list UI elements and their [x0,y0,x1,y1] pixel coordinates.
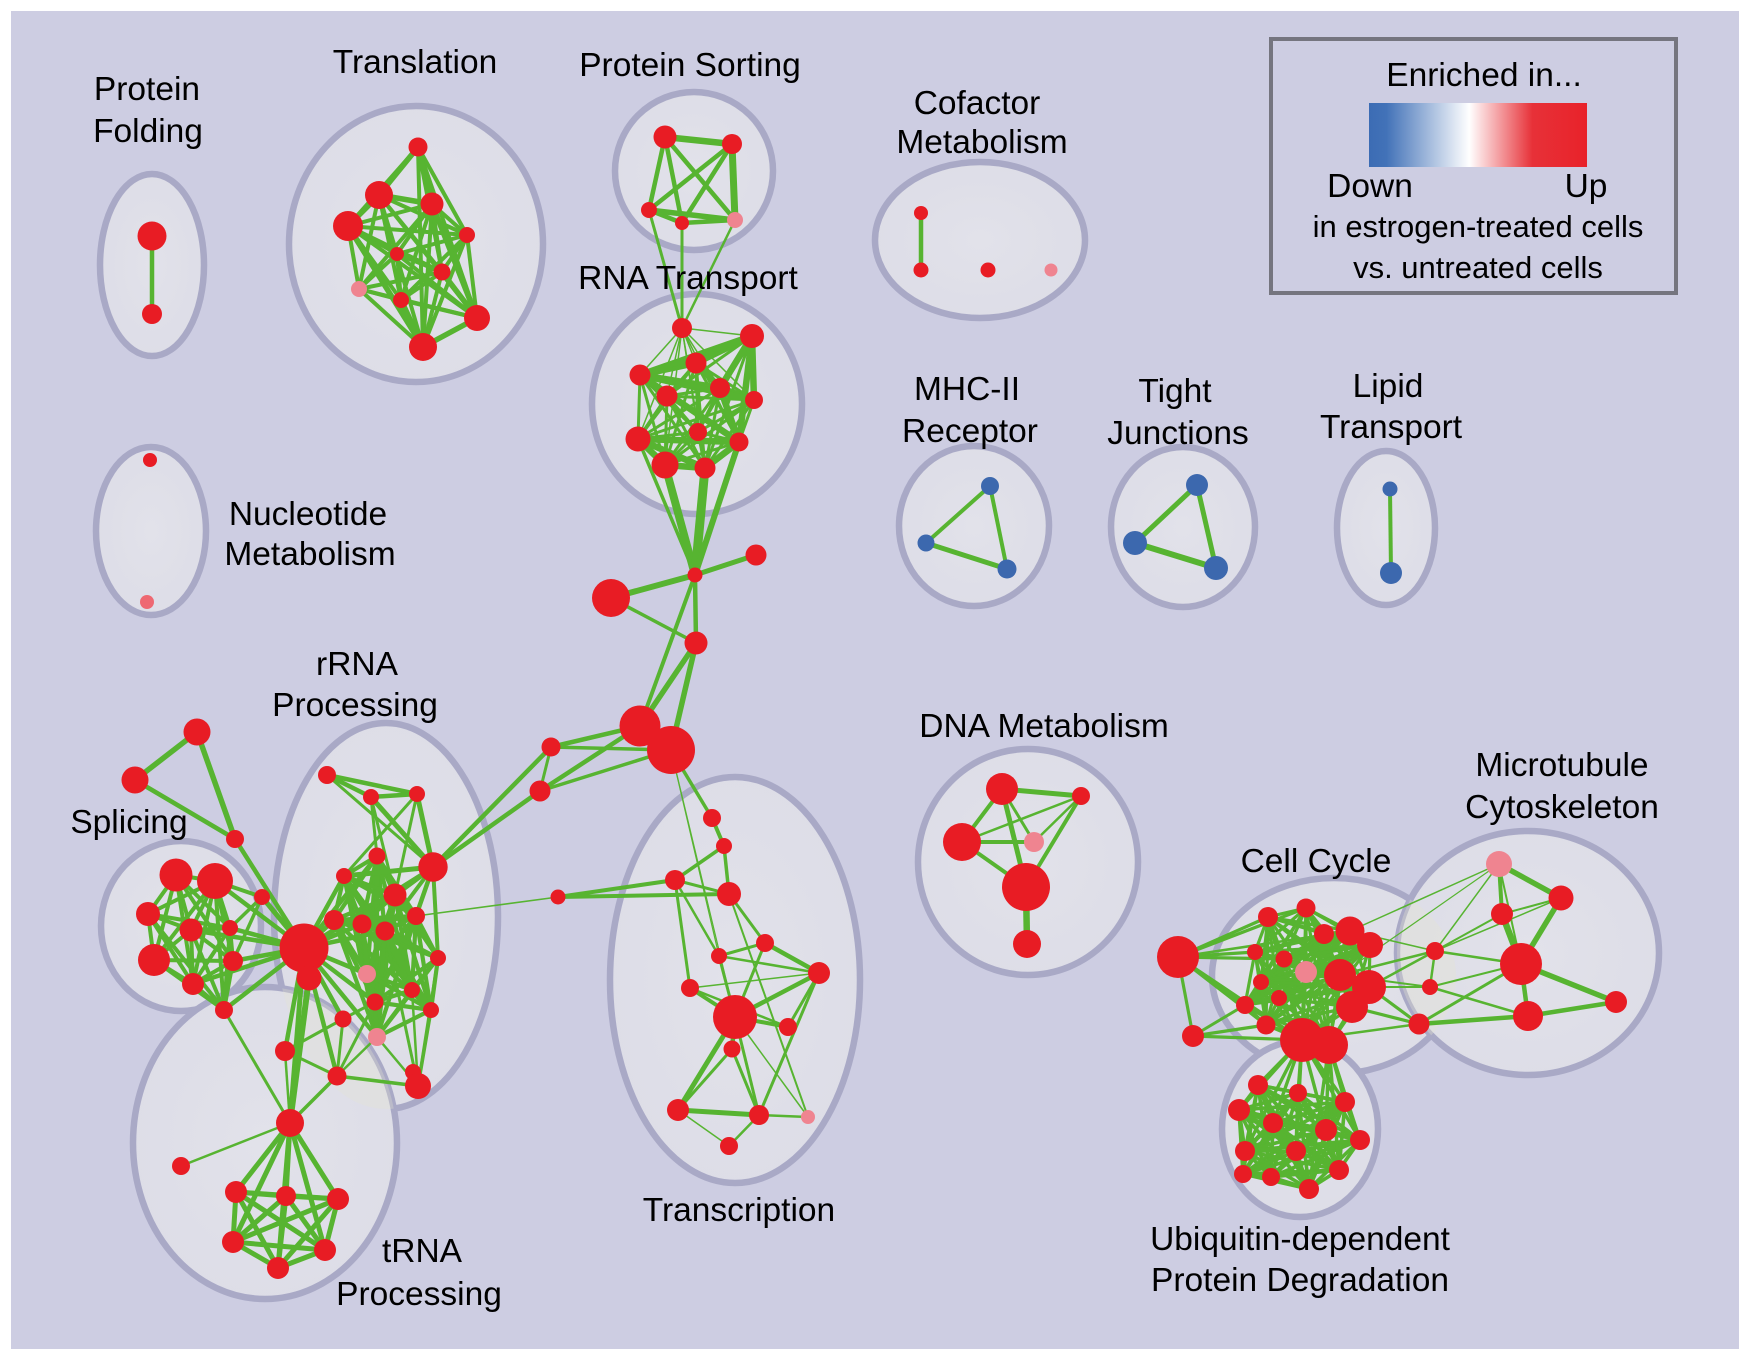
svg-text:Protein: Protein [94,71,200,108]
svg-text:Translation: Translation [333,44,497,81]
svg-text:Cytoskeleton: Cytoskeleton [1465,789,1659,826]
svg-text:Cell Cycle: Cell Cycle [1241,843,1392,880]
svg-text:Protein Sorting: Protein Sorting [579,47,801,84]
svg-text:Ubiquitin-dependent: Ubiquitin-dependent [1150,1221,1451,1258]
svg-text:Junctions: Junctions [1107,415,1249,452]
svg-text:rRNA: rRNA [316,646,399,683]
svg-text:Lipid: Lipid [1353,368,1424,405]
svg-text:Transport: Transport [1320,409,1463,446]
svg-text:Nucleotide: Nucleotide [229,496,387,533]
svg-text:Folding: Folding [93,113,203,150]
svg-text:vs. untreated cells: vs. untreated cells [1353,250,1603,285]
svg-text:Down: Down [1327,168,1413,205]
svg-text:Metabolism: Metabolism [224,536,395,573]
svg-text:MHC-II: MHC-II [914,371,1020,408]
svg-text:Up: Up [1565,168,1608,205]
svg-text:in estrogen-treated cells: in estrogen-treated cells [1313,209,1644,244]
svg-text:Enriched in...: Enriched in... [1386,57,1582,94]
svg-text:Processing: Processing [336,1276,502,1313]
svg-text:Protein Degradation: Protein Degradation [1151,1262,1449,1299]
svg-text:Microtubule: Microtubule [1475,747,1648,784]
svg-text:tRNA: tRNA [382,1233,463,1270]
svg-text:Tight: Tight [1138,373,1212,410]
svg-text:DNA Metabolism: DNA Metabolism [919,708,1168,745]
svg-text:Processing: Processing [272,687,438,724]
svg-text:RNA Transport: RNA Transport [578,260,798,297]
svg-text:Cofactor: Cofactor [914,85,1041,122]
svg-text:Splicing: Splicing [70,804,187,841]
svg-text:Transcription: Transcription [643,1192,835,1229]
svg-text:Metabolism: Metabolism [896,124,1067,161]
svg-text:Receptor: Receptor [902,413,1038,450]
